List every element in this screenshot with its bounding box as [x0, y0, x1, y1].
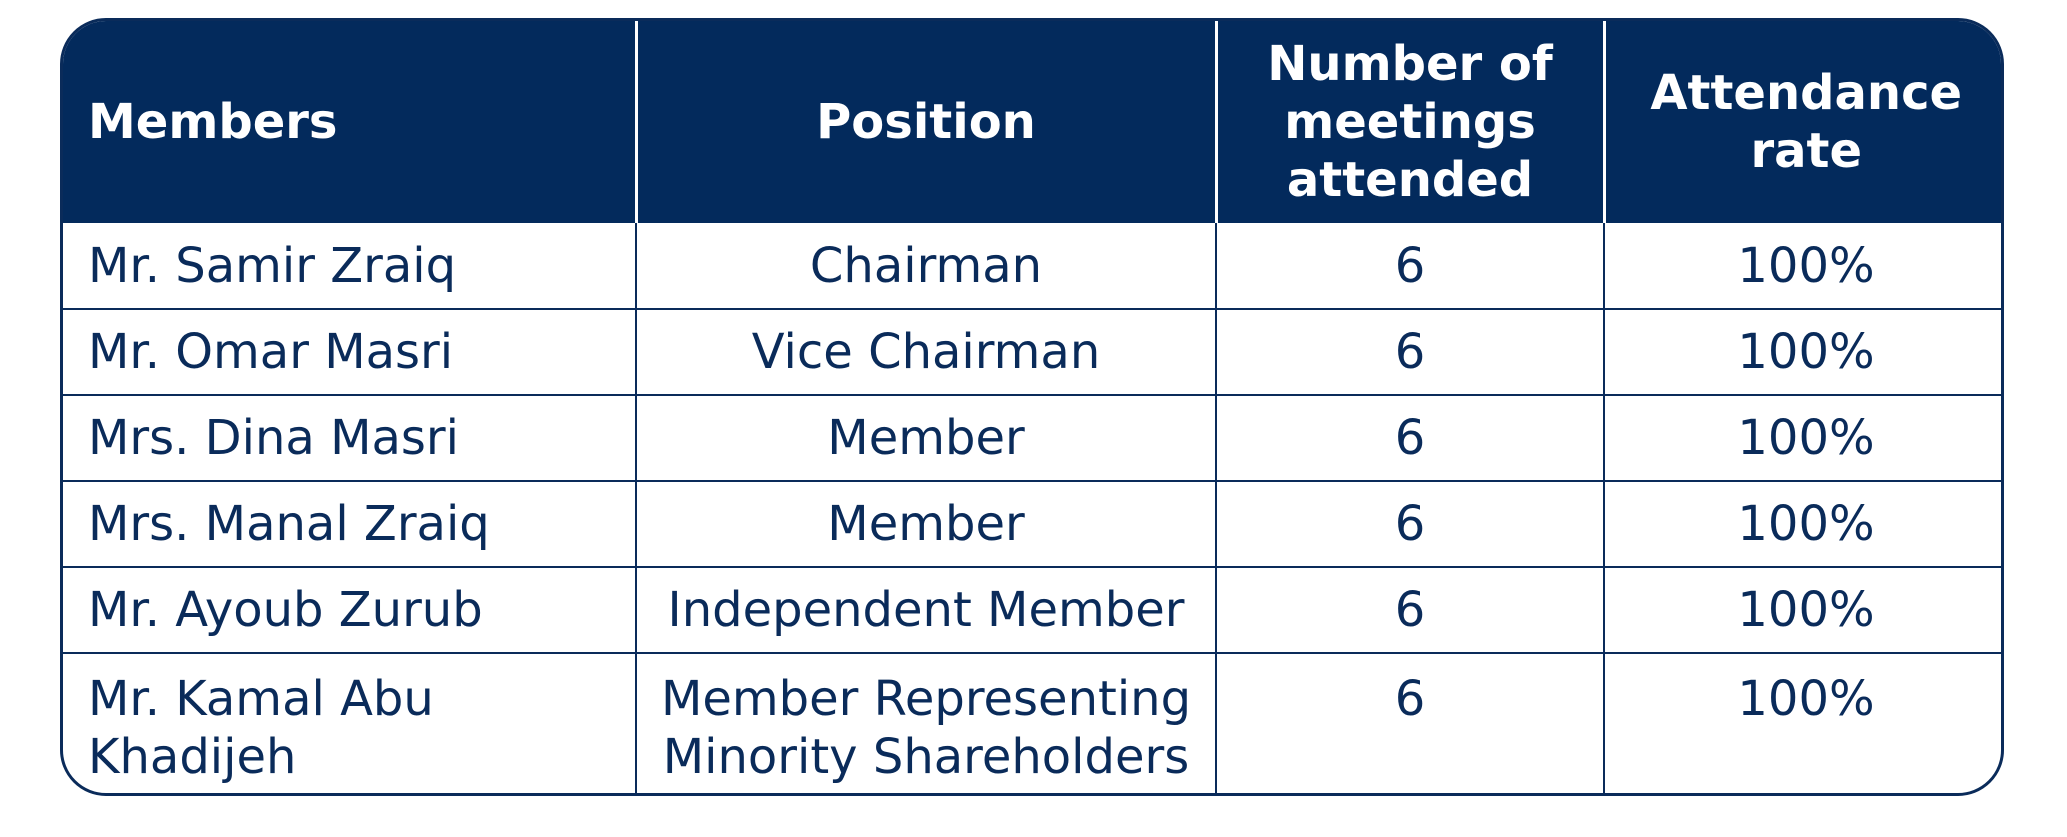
attendance-table-grid: Members Position Number of meetings atte… [63, 21, 2001, 793]
header-row: Members Position Number of meetings atte… [63, 21, 2001, 223]
member-position-line1: Member Representing [660, 671, 1192, 727]
meetings-attended: 6 [1216, 481, 1605, 568]
member-name: Mr. Samir Zraiq [63, 223, 637, 310]
member-position: Vice Chairman [636, 309, 1217, 396]
member-name: Mrs. Dina Masri [63, 395, 637, 482]
header-rate-line1: Attendance [1650, 65, 1963, 121]
header-meetings-line2: meetings [1284, 94, 1536, 150]
table-row: Mr. Ayoub Zurub Independent Member 6 100… [63, 567, 2001, 654]
header-position: Position [636, 21, 1218, 223]
table-row: Mrs. Dina Masri Member 6 100% [63, 395, 2001, 482]
header-meetings-line1: Number of [1267, 36, 1553, 92]
meetings-attended: 6 [1216, 395, 1605, 482]
attendance-rate: 100% [1604, 567, 2001, 654]
header-meetings-attended: Number of meetings attended [1216, 21, 1606, 223]
member-name: Mr. Kamal Abu Khadijeh [63, 653, 637, 793]
member-name: Mr. Ayoub Zurub [63, 567, 637, 654]
header-members: Members [63, 21, 638, 223]
member-position: Independent Member [636, 567, 1217, 654]
attendance-rate: 100% [1604, 223, 2001, 310]
meetings-attended: 6 [1216, 309, 1605, 396]
header-meetings-line3: attended [1286, 152, 1534, 208]
member-name: Mr. Omar Masri [63, 309, 637, 396]
table-header: Members Position Number of meetings atte… [63, 21, 2001, 223]
header-attendance-rate: Attendance rate [1604, 21, 2001, 223]
attendance-table: Members Position Number of meetings atte… [60, 18, 2004, 796]
header-rate-line2: rate [1750, 123, 1863, 179]
table-row: Mr. Kamal Abu Khadijeh Member Representi… [63, 653, 2001, 793]
member-position-line2: Minority Shareholders [662, 729, 1190, 785]
meetings-attended: 6 [1216, 653, 1605, 793]
member-name: Mrs. Manal Zraiq [63, 481, 637, 568]
member-position: Chairman [636, 223, 1217, 310]
member-position: Member Representing Minority Shareholder… [636, 653, 1217, 793]
meetings-attended: 6 [1216, 223, 1605, 310]
attendance-rate: 100% [1604, 395, 2001, 482]
attendance-rate: 100% [1604, 309, 2001, 396]
member-position: Member [636, 395, 1217, 482]
table-row: Mr. Omar Masri Vice Chairman 6 100% [63, 309, 2001, 396]
meetings-attended: 6 [1216, 567, 1605, 654]
table-row: Mrs. Manal Zraiq Member 6 100% [63, 481, 2001, 568]
table-row: Mr. Samir Zraiq Chairman 6 100% [63, 223, 2001, 310]
table-body: Mr. Samir Zraiq Chairman 6 100% Mr. Omar… [63, 223, 2001, 793]
member-position: Member [636, 481, 1217, 568]
attendance-rate: 100% [1604, 481, 2001, 568]
attendance-rate: 100% [1737, 671, 1875, 727]
